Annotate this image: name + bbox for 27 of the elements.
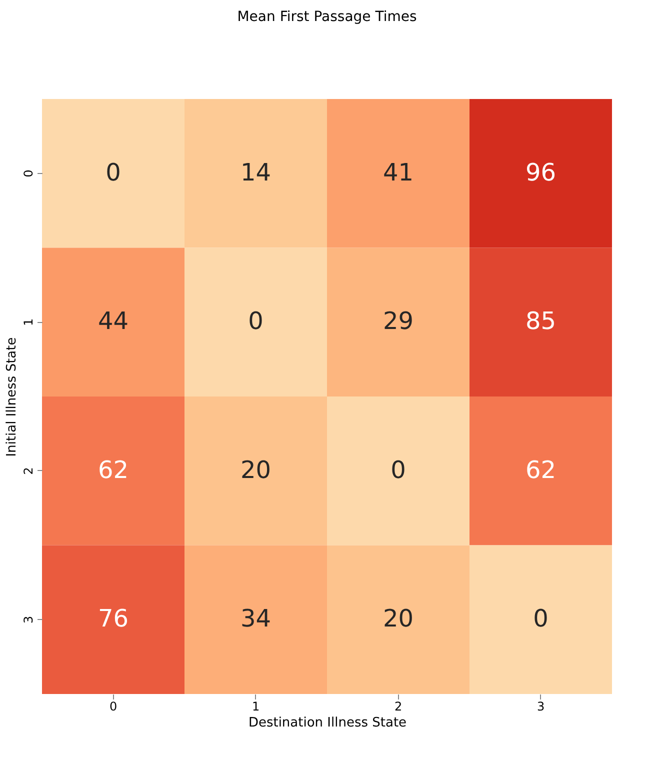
y-tick-label: 1 [22,318,36,326]
x-tick-label: 1 [252,700,260,714]
data-label: 76 [98,604,129,633]
data-label: 14 [240,158,272,186]
x-tick-label: 3 [536,700,545,714]
y-tick-label: 2 [22,467,36,475]
data-label: 29 [382,307,414,336]
y-axis-title: Initial Illness State [4,337,20,457]
data-label: 0 [248,307,264,336]
chart-title: Mean First Passage Times [237,9,417,25]
y-tick-label: 3 [22,616,36,624]
data-label: 62 [98,456,129,484]
data-label: 34 [240,604,272,633]
data-label: 44 [98,307,129,336]
data-label: 41 [382,158,414,186]
x-axis-title: Destination Illness State [248,716,407,730]
data-label: 20 [240,456,272,484]
data-label: 20 [382,604,414,633]
data-label: 0 [390,456,406,484]
data-label: 62 [525,456,556,484]
x-tick-label: 2 [394,700,402,714]
data-label: 0 [106,158,121,186]
data-label: 0 [533,604,548,633]
data-label: 96 [525,158,556,186]
data-label: 85 [525,307,556,336]
y-tick-label: 0 [22,170,36,178]
x-tick-label: 0 [109,700,118,714]
